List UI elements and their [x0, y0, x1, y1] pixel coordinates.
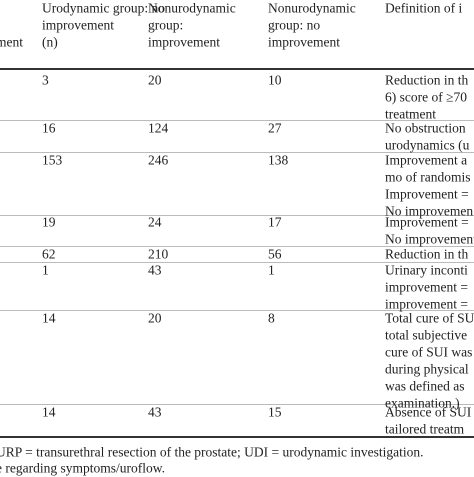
cell: 43	[148, 404, 162, 420]
cell: 10	[268, 72, 282, 88]
cell: 17	[268, 214, 282, 230]
definition-line: No obstruction	[385, 120, 466, 136]
cell: 138	[268, 152, 289, 168]
cell: 20	[148, 310, 162, 326]
header-cell: Urodynamic group: no	[42, 0, 165, 16]
definition-line: urodynamics (u	[385, 137, 470, 153]
cell: 153	[42, 152, 63, 168]
cell: 1	[268, 262, 275, 278]
rule	[0, 68, 474, 70]
rule	[0, 404, 474, 405]
cell: 27	[268, 120, 282, 136]
rule	[0, 436, 474, 438]
header-cell: Definition of i	[385, 0, 463, 16]
definition-line: Reduction in th	[385, 246, 469, 262]
definition-line: during physical	[385, 361, 469, 377]
header-cell: Nonurodynamic	[148, 0, 236, 16]
cell: 246	[148, 152, 169, 168]
definition-line: tailored treatm	[385, 421, 465, 437]
definition-line: Improvement =	[385, 186, 469, 202]
rule	[0, 215, 474, 216]
cell: 16	[42, 120, 56, 136]
definition-line: Improvement a	[385, 152, 468, 168]
footnote: e regarding symptoms/uroflow.	[0, 460, 165, 476]
definition-line: examination.)	[385, 395, 460, 411]
definition-line: No improvemen	[385, 203, 474, 219]
footnote: URP = transurethral resection of the pro…	[0, 444, 424, 460]
cell: 56	[268, 246, 282, 262]
definition-line: treatment	[385, 106, 436, 122]
header-cell: group: no	[268, 17, 321, 33]
header-cell: ment	[0, 34, 23, 50]
header-cell: Nonurodynamic	[268, 0, 356, 16]
rule	[0, 152, 474, 153]
cell: 24	[148, 214, 162, 230]
definition-line: cure of SUI was	[385, 344, 473, 360]
definition-line: was defined as	[385, 378, 465, 394]
rule	[0, 120, 474, 121]
definition-line: improvement =	[385, 296, 468, 312]
definition-line: improvement =	[385, 279, 468, 295]
cell: 124	[148, 120, 169, 136]
definition-line: Urinary inconti	[385, 262, 468, 278]
definition-line: Total cure of SU	[385, 310, 474, 326]
cell: 19	[42, 214, 56, 230]
header-cell: improvement	[42, 17, 114, 33]
cell: 14	[42, 404, 56, 420]
definition-line: total subjective	[385, 327, 468, 343]
cell: 3	[42, 72, 49, 88]
definition-line: 6) score of ≥70	[385, 89, 468, 105]
header-cell: improvement	[148, 34, 220, 50]
definition-line: Improvement =	[385, 214, 469, 230]
definition-line: mo of randomis	[385, 169, 471, 185]
cell: 8	[268, 310, 275, 326]
rule	[0, 310, 474, 311]
header-cell: improvement	[268, 34, 340, 50]
cell: 43	[148, 262, 162, 278]
rule	[0, 246, 474, 247]
definition-line: Reduction in th	[385, 72, 469, 88]
cell: 14	[42, 310, 56, 326]
cell: 1	[42, 262, 49, 278]
header-cell: group:	[148, 17, 184, 33]
header-cell: (n)	[42, 34, 58, 50]
cell: 20	[148, 72, 162, 88]
definition-line: Absence of SUI	[385, 404, 472, 420]
cell: 210	[148, 246, 169, 262]
definition-line: No improvement	[385, 231, 474, 247]
cell: 62	[42, 246, 56, 262]
rule	[0, 262, 474, 263]
cell: 15	[268, 404, 282, 420]
